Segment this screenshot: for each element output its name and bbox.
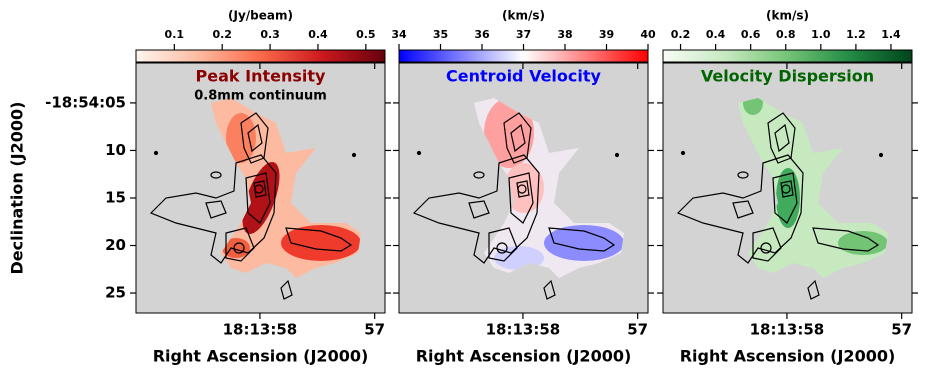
panel-title: Velocity Dispersion (701, 67, 874, 86)
colorbar-tick-label: 0.6 (741, 28, 761, 41)
colorbar-tick-label: 1.2 (846, 28, 866, 41)
colorbar (398, 49, 649, 63)
colorbar-tick-label: 0.5 (356, 28, 376, 41)
colorbar-tick-label: 0.3 (260, 28, 280, 41)
colorbar (662, 49, 913, 63)
panel-title: Peak Intensity (196, 67, 326, 86)
colorbar-tick-label: 0.4 (308, 28, 328, 41)
colorbar-tick-label: 35 (433, 28, 448, 41)
colorbar-tick-label: 0.2 (212, 28, 232, 41)
colorbar-tick-label: 40 (640, 28, 656, 41)
x-tick-label: 18:13:58 (486, 321, 561, 339)
y-axis-label: Declination (J2000) (8, 102, 27, 275)
y-tick-label: 20 (105, 236, 126, 254)
colorbar-tick-label: 0.8 (776, 28, 796, 41)
colorbar-tick-label: 36 (474, 28, 490, 41)
colorbar-tick-label: 0.2 (671, 28, 691, 41)
x-axis-label: Right Ascension (J2000) (416, 347, 632, 366)
colorbar (135, 49, 386, 63)
colorbar-tick-label: 0.4 (706, 28, 726, 41)
colorbar-label: (km/s) (766, 9, 809, 23)
x-tick-label: 57 (627, 321, 648, 339)
colorbar-tick-label: 37 (516, 28, 531, 41)
x-axis-label: Right Ascension (J2000) (153, 347, 369, 366)
colorbar-tick-label: 38 (557, 28, 572, 41)
panel-title: Centroid Velocity (446, 67, 601, 86)
panel-subtitle: 0.8mm continuum (194, 89, 327, 104)
x-tick-label: 57 (891, 321, 912, 339)
colorbar-tick-label: 39 (599, 28, 614, 41)
y-tick-label: 10 (105, 141, 126, 159)
x-tick-label: 57 (364, 321, 385, 339)
y-tick-label: 25 (105, 284, 126, 302)
colorbar-tick-label: 1.0 (811, 28, 831, 41)
colorbar-label: (Jy/beam) (228, 9, 293, 23)
colorbar-label: (km/s) (502, 9, 545, 23)
colorbar-tick-label: 34 (391, 28, 407, 41)
y-tick-label: -18:54:05 (45, 93, 126, 111)
x-axis-label: Right Ascension (J2000) (680, 347, 896, 366)
x-tick-label: 18:13:58 (750, 321, 825, 339)
y-tick-label: 15 (105, 188, 126, 206)
colorbar-tick-label: 0.1 (165, 28, 185, 41)
x-tick-label: 18:13:58 (223, 321, 298, 339)
colorbar-tick-label: 1.4 (881, 28, 901, 41)
